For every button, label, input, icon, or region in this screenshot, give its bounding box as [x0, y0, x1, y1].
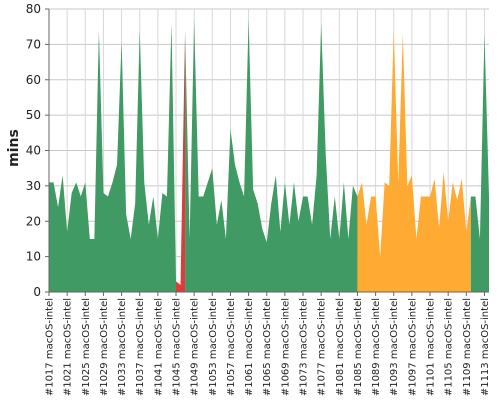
- y-tick-label: 10: [26, 250, 41, 264]
- y-tick-label: 20: [26, 214, 41, 228]
- area-segment-success: [470, 33, 489, 292]
- x-tick-label: #1057 macOS-intel: [226, 298, 237, 396]
- x-tick-label: #1017 macOS-intel: [45, 298, 56, 396]
- x-tick-label: #1093 macOS-intel: [389, 298, 400, 396]
- x-tick-label: #1061 macOS-intel: [244, 298, 255, 396]
- x-tick-label: #1065 macOS-intel: [262, 298, 273, 396]
- x-tick-label: #1109 macOS-intel: [462, 298, 473, 396]
- x-tick-label: #1053 macOS-intel: [208, 298, 219, 396]
- x-tick-label: #1069 macOS-intel: [280, 298, 291, 396]
- y-axis-label: mins: [6, 129, 22, 167]
- y-tick-label: 80: [26, 2, 41, 16]
- x-tick-label: #1037 macOS-intel: [135, 298, 146, 396]
- y-tick-label: 60: [26, 73, 41, 87]
- x-tick-label: #1025 macOS-intel: [81, 298, 92, 396]
- x-tick-label: #1089 macOS-intel: [371, 298, 382, 396]
- x-tick-label: #1113 macOS-intel: [480, 298, 491, 396]
- area-series: [49, 19, 489, 293]
- x-tick-label: #1049 macOS-intel: [190, 298, 201, 396]
- x-tick-label: #1045 macOS-intel: [172, 298, 183, 396]
- x-tick-label: #1029 macOS-intel: [99, 298, 110, 396]
- axes: [45, 8, 489, 296]
- x-tick-label: #1101 macOS-intel: [426, 298, 437, 396]
- x-tick-label: #1041 macOS-intel: [153, 298, 164, 396]
- x-tick-label: #1085 macOS-intel: [353, 298, 364, 396]
- y-tick-label: 0: [33, 285, 41, 299]
- x-tick-label: #1021 macOS-intel: [63, 298, 74, 396]
- x-tick-label: #1097 macOS-intel: [407, 298, 418, 396]
- x-tick-label: #1077 macOS-intel: [317, 298, 328, 396]
- area-segment-success: [49, 23, 177, 293]
- area-segment-warning: [357, 30, 471, 292]
- y-tick-label: 50: [26, 108, 41, 122]
- x-tick-label: #1033 macOS-intel: [117, 298, 128, 396]
- y-tick-label: 70: [26, 37, 41, 51]
- y-tick-labels: 0 10 20 30 40 50 60 70 80: [26, 2, 41, 299]
- y-tick-label: 30: [26, 179, 41, 193]
- x-tick-labels: #1017 macOS-intel #1021 macOS-intel #1025 …: [45, 298, 491, 396]
- x-tick-label: #1105 macOS-intel: [444, 298, 455, 396]
- area-segment-failure: [176, 30, 186, 292]
- x-tick-label: #1073 macOS-intel: [299, 298, 310, 396]
- y-tick-label: 40: [26, 144, 41, 158]
- x-tick-label: #1081 macOS-intel: [335, 298, 346, 396]
- area-segment-success: [185, 19, 358, 293]
